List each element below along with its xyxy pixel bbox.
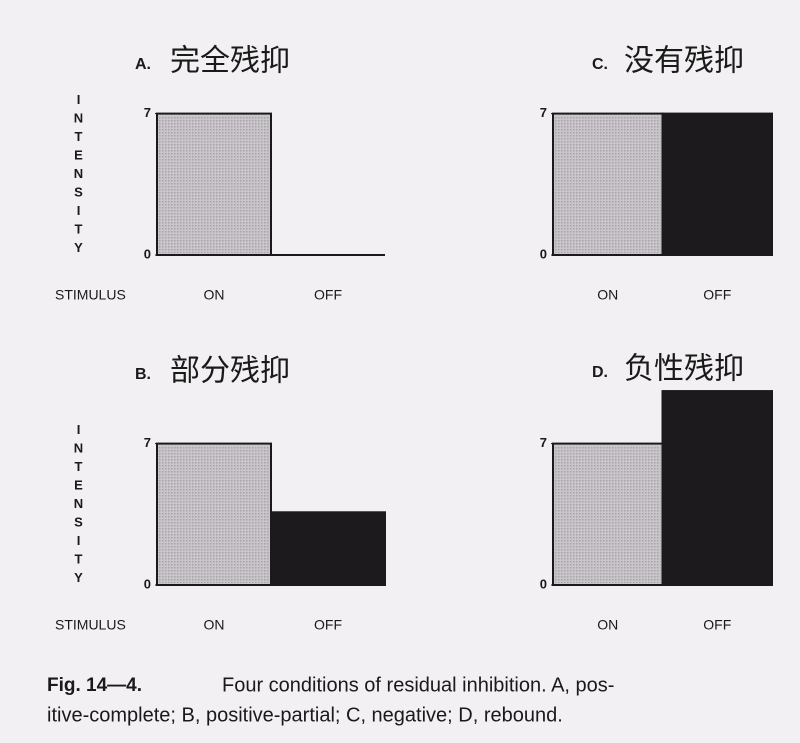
panel-title: 没有残抑 xyxy=(624,44,744,79)
bar-texture xyxy=(555,115,661,253)
bar xyxy=(661,112,773,256)
x-tick-label: ON xyxy=(597,617,618,633)
caption-line: Four conditions of residual inhibition. … xyxy=(222,674,614,696)
x-tick-label: OFF xyxy=(314,617,342,633)
y-tick-label: 0 xyxy=(540,576,547,591)
bar xyxy=(661,390,773,586)
panel-title: 负性残抑 xyxy=(624,352,744,387)
caption-label: Fig. 14—4. xyxy=(47,675,142,696)
y-tick-label: 0 xyxy=(540,246,547,261)
x-tick-label: OFF xyxy=(314,287,342,303)
y-tick-label: 7 xyxy=(540,105,547,120)
caption-line: itive-complete; B, positive-partial; C, … xyxy=(47,704,563,726)
x-tick-label: OFF xyxy=(703,617,731,633)
y-tick-label: 0 xyxy=(144,576,151,591)
panel-label: C. xyxy=(592,56,608,73)
x-axis-label: STIMULUS xyxy=(55,617,126,633)
panel-title: 完全残抑 xyxy=(170,44,290,79)
panel-label: B. xyxy=(135,366,151,383)
x-tick-label: ON xyxy=(597,287,618,303)
y-tick-label: 7 xyxy=(144,105,151,120)
x-tick-label: ON xyxy=(204,287,225,303)
y-axis-label: INTENSITY xyxy=(71,422,86,589)
x-axis-label: STIMULUS xyxy=(55,287,126,303)
y-axis-label: INTENSITY xyxy=(71,92,86,259)
bar-texture xyxy=(159,115,269,253)
bar xyxy=(270,511,386,587)
panel-label: A. xyxy=(135,56,151,73)
bar-texture xyxy=(159,445,269,583)
panel-title: 部分残抑 xyxy=(170,354,290,389)
y-tick-label: 7 xyxy=(540,435,547,450)
y-tick-label: 0 xyxy=(144,246,151,261)
y-tick-label: 7 xyxy=(144,435,151,450)
x-tick-label: OFF xyxy=(703,287,731,303)
bar-texture xyxy=(555,445,661,583)
x-tick-label: ON xyxy=(204,617,225,633)
panel-label: D. xyxy=(592,364,608,381)
